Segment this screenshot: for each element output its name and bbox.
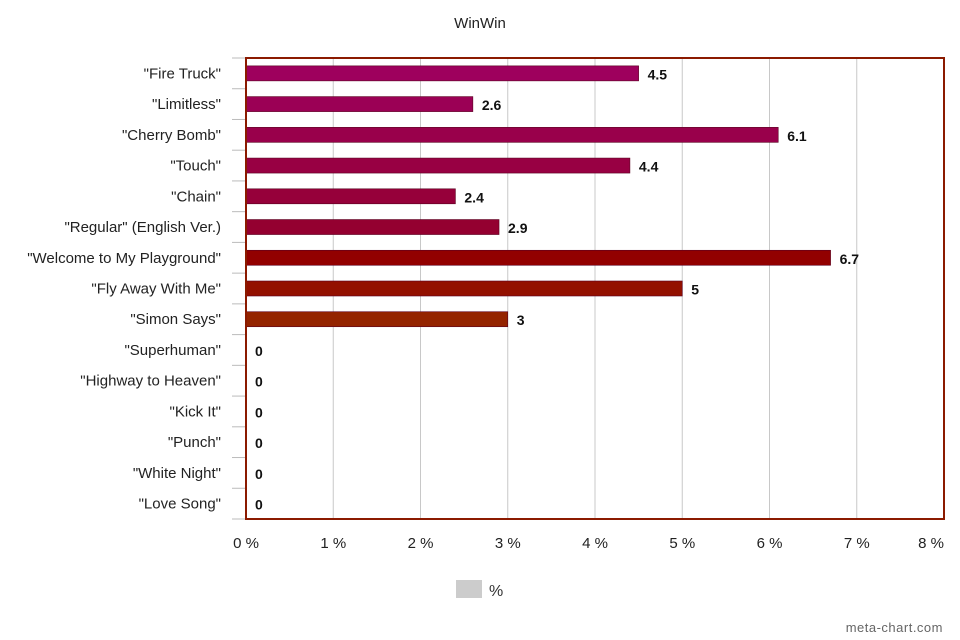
- x-tick-label: 0 %: [233, 535, 259, 552]
- value-labels: 4.5 2.6 6.1 4.4 2.4 2.9 6.7 5 3 0 0 0 0 0 0: [255, 66, 859, 512]
- bar: [245, 65, 639, 82]
- bar: [245, 157, 631, 174]
- data-label: 4.5: [648, 66, 668, 82]
- data-label: 0: [255, 466, 263, 482]
- data-label: 0: [255, 435, 263, 451]
- legend-swatch: [456, 580, 482, 598]
- data-label: 0: [255, 343, 263, 359]
- x-tick-label: 3 %: [495, 535, 521, 552]
- bar: [245, 127, 779, 143]
- credit-text: meta-chart.com: [846, 620, 943, 635]
- bar: [245, 249, 831, 266]
- legend-label: %: [489, 583, 503, 600]
- bar: [245, 280, 683, 297]
- data-label: 5: [691, 282, 699, 298]
- category-label: "Love Song": [139, 496, 221, 513]
- category-label: "Simon Says": [130, 311, 221, 328]
- data-label: 2.6: [482, 97, 502, 113]
- category-label: "Cherry Bomb": [122, 127, 221, 144]
- category-label: "Fire Truck": [144, 65, 221, 82]
- category-label: "Fly Away With Me": [91, 281, 221, 298]
- data-label: 4.4: [639, 159, 659, 175]
- x-tick-label: 6 %: [757, 535, 783, 552]
- category-label: "Highway to Heaven": [80, 373, 221, 390]
- data-label: 0: [255, 404, 263, 420]
- x-tick-label: 2 %: [408, 535, 434, 552]
- category-label: "Welcome to My Playground": [27, 250, 221, 267]
- data-label: 3: [517, 312, 525, 328]
- category-label: "Kick It": [170, 403, 222, 420]
- category-labels: "Fire Truck" "Limitless" "Cherry Bomb" "Tou…: [27, 65, 221, 512]
- data-label: 2.4: [464, 189, 484, 205]
- data-label: 6.1: [787, 128, 807, 144]
- data-label: 0: [255, 497, 263, 513]
- chart-title: WinWin: [454, 15, 506, 32]
- x-tick-label: 7 %: [844, 535, 870, 552]
- data-label: 6.7: [840, 251, 860, 267]
- category-label: "Touch": [170, 158, 221, 175]
- x-tick-label: 1 %: [320, 535, 346, 552]
- x-tick-label: 4 %: [582, 535, 608, 552]
- bar: [245, 219, 500, 235]
- category-label: "White Night": [133, 465, 221, 482]
- x-tick-label: 5 %: [669, 535, 695, 552]
- y-axis: [232, 57, 247, 520]
- data-label: 0: [255, 374, 263, 390]
- plot-frame: [245, 57, 945, 520]
- x-tick-labels: 0 % 1 % 2 % 3 % 4 % 5 % 6 % 7 % 8 %: [233, 535, 944, 552]
- data-label: 2.9: [508, 220, 528, 236]
- legend: %: [456, 580, 503, 600]
- category-label: "Regular" (English Ver.): [64, 219, 221, 236]
- bar: [245, 188, 456, 205]
- bar: [245, 96, 474, 112]
- category-label: "Limitless": [152, 96, 221, 113]
- bars: [245, 65, 831, 328]
- category-label: "Punch": [168, 434, 221, 451]
- category-label: "Superhuman": [124, 342, 221, 359]
- category-label: "Chain": [171, 188, 221, 205]
- x-tick-label: 8 %: [918, 535, 944, 552]
- bar: [245, 311, 509, 328]
